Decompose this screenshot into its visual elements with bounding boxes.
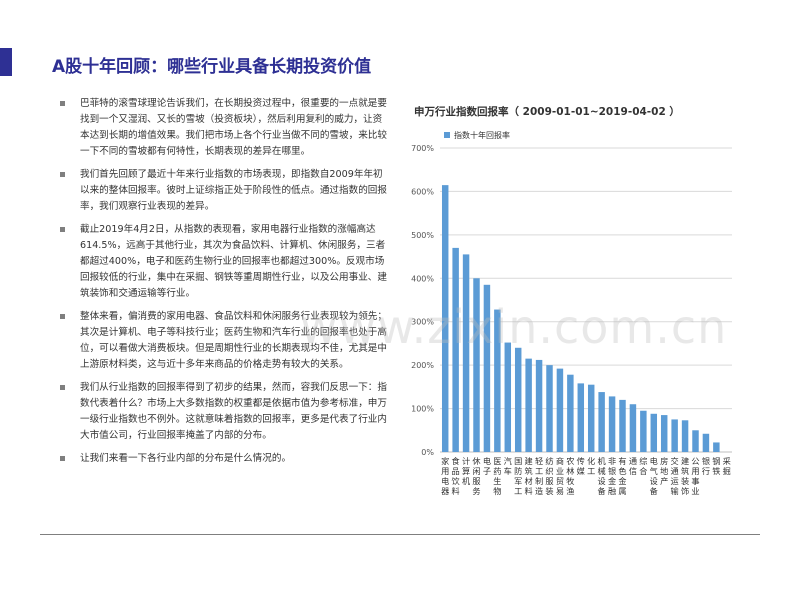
x-category-label: 钢铁	[712, 456, 720, 476]
x-category-label: 公用事业	[691, 456, 699, 496]
bullet-square-icon	[60, 101, 65, 106]
x-category-label: 非银金融	[608, 456, 616, 496]
bullet-square-icon	[60, 385, 65, 390]
bullet-square-icon	[60, 172, 65, 177]
x-category-label: 农林牧渔	[566, 456, 574, 496]
bar	[504, 342, 512, 452]
bar	[441, 185, 449, 452]
x-category-label: 机械设备	[598, 456, 607, 496]
bullet-item: 我们从行业指数的回报率得到了初步的结果，然而，容我们反思一下：指数代表着什么？市…	[58, 380, 388, 444]
x-category-label: 轻工制造	[535, 456, 543, 496]
x-category-label: 有色金属	[618, 456, 626, 496]
bar	[692, 430, 699, 452]
x-category-label: 银行	[702, 456, 710, 476]
x-category-label: 建筑装饰	[681, 456, 689, 496]
y-tick-label: 400%	[411, 274, 434, 283]
x-category-label: 电气设备	[650, 456, 658, 496]
y-tick-label: 500%	[411, 231, 434, 240]
x-category-label: 电子	[483, 456, 491, 476]
footer-divider	[40, 534, 760, 535]
bar	[462, 254, 470, 452]
y-tick-label: 600%	[411, 187, 434, 196]
bullet-text: 截止2019年4月2日，从指数的表现看，家用电器行业指数的涨幅高达614.5%，…	[80, 224, 387, 299]
bullet-text: 我们首先回顾了最近十年来行业指数的市场表现，即指数自2009年年初以来的整体回报…	[80, 169, 387, 212]
bar	[629, 404, 637, 452]
bullet-square-icon	[60, 227, 65, 232]
x-category-label: 采掘	[723, 456, 731, 476]
bullet-square-icon	[60, 314, 65, 319]
bullet-list: 巴菲特的滚雪球理论告诉我们，在长期投资过程中，很重要的一点就是要找到一个又湿润、…	[58, 96, 388, 474]
x-category-label: 综合	[639, 456, 647, 476]
bar	[546, 365, 553, 452]
bar	[556, 368, 564, 452]
bar	[598, 392, 605, 452]
x-category-label: 计算机	[462, 456, 471, 486]
bar	[514, 347, 522, 452]
bar	[587, 384, 595, 452]
bar	[535, 359, 543, 452]
bar	[567, 374, 574, 452]
bullet-item: 我们首先回顾了最近十年来行业指数的市场表现，即指数自2009年年初以来的整体回报…	[58, 167, 388, 215]
x-category-label: 传媒	[577, 456, 585, 476]
bullet-square-icon	[60, 456, 65, 461]
bullet-text: 整体来看，偏消费的家用电器、食品饮料和休闲服务行业表现较为领先；其次是计算机、电…	[80, 311, 387, 370]
bar	[483, 284, 491, 452]
x-category-label: 商业贸易	[556, 456, 564, 496]
x-category-label: 汽车	[504, 456, 512, 476]
chart-title: 申万行业指数回报率（ 2009-01-01~2019-04-02 ）	[414, 106, 680, 118]
bar	[702, 433, 710, 452]
x-category-label: 化工	[587, 456, 595, 476]
x-category-label: 房地产	[660, 456, 668, 486]
legend-swatch	[444, 132, 450, 138]
y-tick-label: 300%	[411, 318, 434, 327]
x-category-label: 家用电器	[441, 456, 449, 496]
bar	[650, 413, 658, 452]
x-category-label: 食品饮料	[452, 456, 460, 496]
bullet-item: 整体来看，偏消费的家用电器、食品饮料和休闲服务行业表现较为领先；其次是计算机、电…	[58, 309, 388, 373]
y-tick-label: 0%	[421, 448, 434, 457]
bar	[713, 442, 720, 452]
bar	[640, 410, 647, 452]
industry-return-chart: 0% 100% 200% 300% 400% 500% 600% 700% 指数十年回报率家用电…	[411, 130, 732, 496]
y-tick-label: 200%	[411, 361, 434, 370]
x-category-label: 医药生物	[493, 456, 501, 496]
bullet-item: 巴菲特的滚雪球理论告诉我们，在长期投资过程中，很重要的一点就是要找到一个又湿润、…	[58, 96, 388, 160]
bar	[619, 399, 626, 452]
bullet-text: 巴菲特的滚雪球理论告诉我们，在长期投资过程中，很重要的一点就是要找到一个又湿润、…	[80, 98, 387, 157]
bar	[473, 278, 480, 452]
y-tick-label: 700%	[411, 144, 434, 153]
x-category-label: 纺织服装	[545, 456, 553, 496]
bar	[452, 247, 459, 452]
corner-accent-bar	[0, 48, 12, 76]
x-category-label: 交通运输	[671, 456, 679, 496]
page-title: A股十年回顾：哪些行业具备长期投资价值	[52, 57, 372, 77]
legend-label: 指数十年回报率	[454, 130, 510, 140]
bar	[577, 383, 585, 452]
bullet-text: 让我们来看一下各行业内部的分布是什么情况的。	[80, 453, 292, 464]
bar	[681, 420, 689, 452]
y-tick-label: 100%	[411, 405, 434, 414]
bar	[660, 415, 668, 452]
bullet-item: 截止2019年4月2日，从指数的表现看，家用电器行业指数的涨幅高达614.5%，…	[58, 222, 388, 302]
bar	[525, 358, 532, 452]
bullet-text: 我们从行业指数的回报率得到了初步的结果，然而，容我们反思一下：指数代表着什么？市…	[80, 382, 387, 441]
x-category-label: 国防军工	[514, 456, 522, 496]
bar	[671, 419, 678, 452]
bar	[608, 396, 616, 452]
watermark: www.zixin.com.cn	[300, 300, 728, 354]
x-category-label: 通信	[629, 456, 637, 476]
bullet-item: 让我们来看一下各行业内部的分布是什么情况的。	[58, 451, 388, 467]
x-category-label: 建筑材料	[525, 456, 533, 496]
bar	[494, 309, 501, 452]
x-category-label: 休闲服务	[472, 456, 481, 496]
